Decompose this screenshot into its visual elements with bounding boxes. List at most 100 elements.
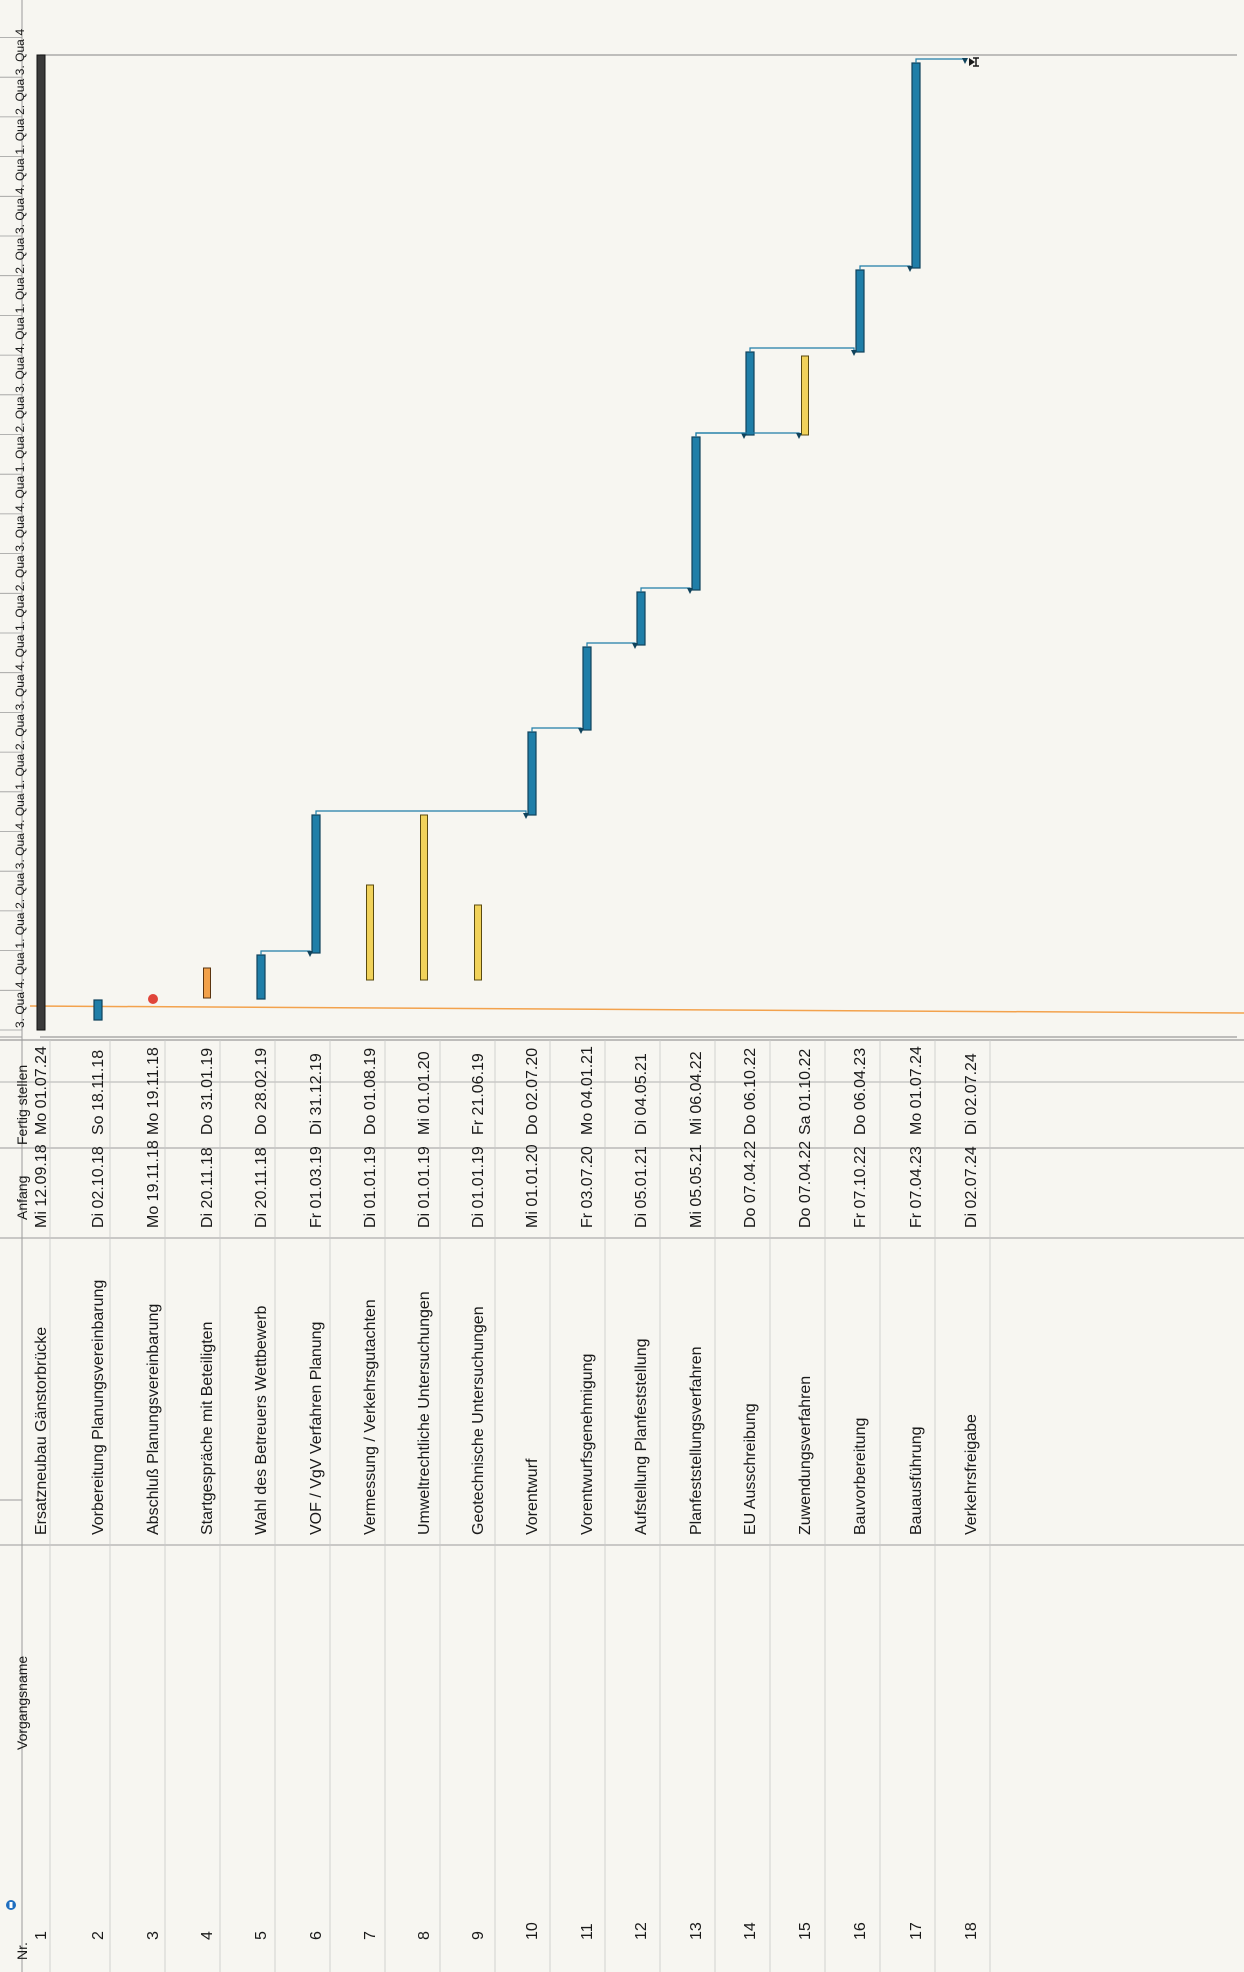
dependency-link	[916, 59, 965, 63]
dependency-arrow	[851, 350, 857, 356]
task-name[interactable]: EU Ausschreibung	[742, 1403, 760, 1535]
row-number: 7	[362, 1931, 380, 1940]
task-bar	[312, 815, 320, 953]
task-start-date[interactable]: Fr 03.07.20	[579, 1146, 597, 1228]
task-bar	[746, 352, 754, 435]
task-finish-date[interactable]: Mi 01.01.20	[416, 1051, 434, 1135]
task-start-date[interactable]: Di 01.01.19	[416, 1146, 434, 1228]
row-number: 8	[416, 1931, 434, 1940]
task-start-date[interactable]: Di 01.01.19	[470, 1146, 488, 1228]
task-finish-date[interactable]: Di 31.12.19	[308, 1053, 326, 1135]
task-start-date[interactable]: Fr 07.10.22	[852, 1146, 870, 1228]
task-finish-date[interactable]: Di 04.05.21	[633, 1053, 651, 1135]
task-finish-date[interactable]: Mo 19.11.18	[145, 1047, 163, 1135]
timescale-quarter: 2. Qua	[13, 714, 27, 750]
task-name[interactable]: Vorentwurf	[524, 1459, 542, 1535]
task-bar	[856, 270, 864, 352]
column-header-name[interactable]: Vorgangsname	[14, 1656, 30, 1750]
dependency-link	[532, 728, 581, 732]
task-name[interactable]: Aufstellung Planfeststellung	[633, 1338, 651, 1535]
row-number: 16	[852, 1922, 870, 1940]
task-name[interactable]: Startgespräche mit Beteiligten	[199, 1322, 217, 1535]
task-start-date[interactable]: Fr 07.04.23	[908, 1146, 926, 1228]
timescale-quarter: 1. Qua	[13, 436, 27, 472]
row-number: 5	[253, 1931, 271, 1940]
task-finish-date[interactable]: Sa 01.10.22	[797, 1049, 815, 1135]
row-number: 3	[145, 1931, 163, 1940]
row-number: 17	[908, 1922, 926, 1940]
task-bar	[692, 437, 700, 590]
task-start-date[interactable]: Mi 12.09.18	[33, 1144, 51, 1228]
task-finish-date[interactable]: So 18.11.18	[90, 1050, 108, 1135]
task-name[interactable]: Bauvorbereitung	[852, 1418, 870, 1535]
timescale-quarter: 4. Qua	[13, 952, 27, 988]
task-finish-date[interactable]: Mi 06.04.22	[688, 1051, 706, 1135]
info-icon-mark	[10, 1902, 13, 1908]
task-start-date[interactable]: Di 20.11.18	[199, 1147, 217, 1228]
task-finish-date[interactable]: Di 02.07.24	[963, 1053, 981, 1135]
task-bar	[528, 732, 536, 815]
task-finish-date[interactable]: Mo 01.07.24	[33, 1046, 51, 1135]
task-name[interactable]: Geotechnische Untersuchungen	[470, 1306, 488, 1535]
task-finish-date[interactable]: Do 01.08.19	[362, 1048, 380, 1135]
task-start-date[interactable]: Mo 19.11.18	[145, 1140, 163, 1228]
task-name[interactable]: Verkehrsfreigabe	[963, 1414, 981, 1535]
row-number: 11	[579, 1923, 597, 1940]
dependency-arrow	[796, 433, 802, 439]
task-finish-date[interactable]: Do 31.01.19	[199, 1048, 217, 1135]
task-start-date[interactable]: Mi 01.01.20	[524, 1144, 542, 1228]
timescale-quarter: 1. Qua	[13, 595, 27, 631]
task-finish-date[interactable]: Do 06.10.22	[742, 1048, 760, 1135]
dependency-arrow	[741, 433, 747, 439]
task-name[interactable]: Wahl des Betreuers Wettbewerb	[253, 1306, 271, 1535]
task-finish-date[interactable]: Do 28.02.19	[253, 1048, 271, 1135]
row-number: 1	[33, 1931, 51, 1940]
task-bar	[583, 647, 591, 730]
task-name[interactable]: Umweltrechtliche Untersuchungen	[416, 1291, 434, 1535]
task-start-date[interactable]: Di 02.10.18	[90, 1146, 108, 1228]
timescale-quarter: 1. Qua	[13, 119, 27, 155]
end-milestone-marker	[969, 58, 975, 66]
column-header-nr[interactable]: Nr.	[14, 1942, 30, 1960]
task-start-date[interactable]: Do 07.04.22	[797, 1141, 815, 1228]
task-name[interactable]: VOF / VgV Verfahren Planung	[308, 1322, 326, 1535]
task-name[interactable]: Abschluß Planungsvereinbarung	[145, 1304, 163, 1535]
timescale-quarter: 1. Qua	[13, 754, 27, 790]
status-line	[30, 1006, 1244, 1013]
task-start-date[interactable]: Mi 05.05.21	[688, 1144, 706, 1228]
row-number: 18	[963, 1922, 981, 1940]
task-name[interactable]: Ersatzneubau Gänstorbrücke	[33, 1327, 51, 1535]
task-finish-date[interactable]: Fr 21.06.19	[470, 1053, 488, 1135]
row-number: 2	[90, 1931, 108, 1940]
dependency-arrow	[962, 58, 968, 64]
timescale-quarter: 3. Qua	[13, 992, 27, 1028]
task-name[interactable]: Vermessung / Verkehrsgutachten	[362, 1299, 380, 1535]
task-start-date[interactable]: Fr 01.03.19	[308, 1146, 326, 1228]
task-start-date[interactable]: Di 20.11.18	[253, 1147, 271, 1228]
task-name[interactable]: Zuwendungsverfahren	[797, 1376, 815, 1535]
task-start-date[interactable]: Di 02.07.24	[963, 1146, 981, 1228]
column-header-start[interactable]: Anfang	[14, 1176, 30, 1220]
task-name[interactable]: Bauausführung	[908, 1426, 926, 1535]
task-bar	[637, 592, 645, 645]
task-name[interactable]: Vorbereitung Planungsvereinbarung	[90, 1280, 108, 1535]
timescale-quarter: 4. Qua	[13, 635, 27, 671]
task-finish-date[interactable]: Do 02.07.20	[524, 1048, 542, 1135]
dependency-arrow	[578, 728, 584, 734]
column-header-finish[interactable]: Fertig stellen	[14, 1065, 30, 1145]
task-name[interactable]: Vorentwurfsgenehmigung	[579, 1354, 597, 1535]
task-start-date[interactable]: Di 05.01.21	[633, 1146, 651, 1228]
task-finish-date[interactable]: Do 06.04.23	[852, 1048, 870, 1135]
external-task-bar	[802, 356, 809, 435]
row-number: 4	[199, 1931, 217, 1940]
task-bar	[94, 1000, 102, 1020]
task-start-date[interactable]: Do 07.04.22	[742, 1141, 760, 1228]
task-start-date[interactable]: Di 01.01.19	[362, 1146, 380, 1228]
critical-task-bar	[204, 968, 211, 998]
timescale-quarter: 4. Qua	[13, 476, 27, 512]
task-name[interactable]: Planfeststellungsverfahren	[688, 1346, 706, 1535]
timescale-quarter: 4. Qua	[13, 158, 27, 194]
task-finish-date[interactable]: Mo 01.07.24	[908, 1046, 926, 1135]
task-finish-date[interactable]: Mo 04.01.21	[579, 1046, 597, 1135]
